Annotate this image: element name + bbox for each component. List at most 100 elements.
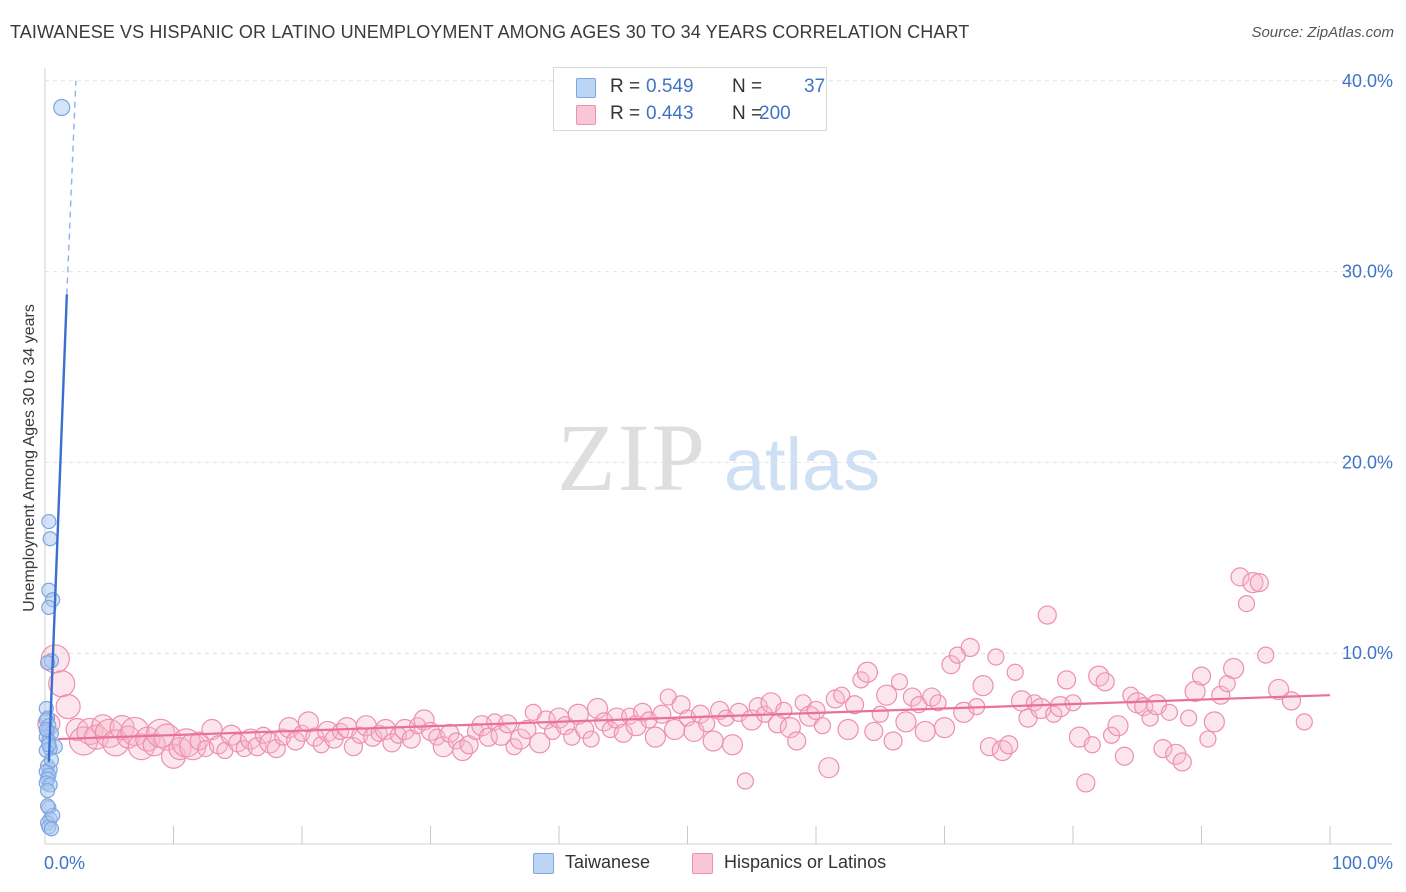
r-label: R = — [610, 103, 641, 124]
source-label: Source: ZipAtlas.com — [1251, 24, 1394, 41]
x-tick-label: 100.0% — [1332, 853, 1393, 873]
y-tick-label: 40.0% — [1342, 71, 1393, 91]
hispanic-trend-line — [57, 694, 1331, 741]
hispanic-point — [876, 684, 898, 706]
hispanic-point — [567, 703, 589, 725]
taiwanese-point — [43, 752, 60, 768]
taiwanese-point — [39, 782, 56, 799]
hispanic-point — [1267, 678, 1290, 701]
hispanic-point — [890, 673, 909, 691]
hispanic-point — [413, 709, 435, 731]
hispanic-point — [1056, 670, 1077, 690]
hispanic-point — [1199, 730, 1217, 748]
hispanic-point — [775, 701, 793, 720]
hispanic-point — [94, 718, 124, 748]
hispanic-point — [979, 737, 1000, 757]
hispanic-point — [914, 720, 936, 743]
hispanic-point — [55, 694, 81, 720]
hispanic-point — [833, 686, 851, 704]
hispanic-point — [787, 731, 807, 751]
hispanic-point — [999, 735, 1019, 755]
hispanic-point — [1242, 572, 1264, 594]
watermark-atlas: atlas — [724, 423, 880, 506]
hispanic-point — [613, 723, 633, 743]
hispanic-point — [960, 637, 980, 658]
hispanic-point — [1107, 715, 1129, 737]
hispanic-point — [871, 705, 889, 723]
series-hispanics-points — [37, 567, 1313, 793]
hispanic-point — [1295, 713, 1313, 731]
series-taiwanese-points — [38, 98, 71, 837]
n-label: N = — [732, 76, 763, 97]
hispanic-point — [1191, 666, 1212, 686]
grid-lines — [45, 80, 1392, 654]
r-value: 0.549 — [646, 76, 694, 97]
axes — [44, 68, 1392, 845]
hispanic-point — [517, 719, 537, 740]
hispanic-point — [721, 734, 744, 756]
legend-label: Taiwanese — [565, 852, 651, 872]
hispanic-point — [652, 704, 672, 724]
hispanic-point — [698, 715, 716, 733]
r-value: 0.443 — [646, 103, 694, 124]
watermark: ZIP atlas — [557, 404, 880, 511]
chart-title: TAIWANESE VS HISPANIC OR LATINO UNEMPLOY… — [10, 22, 970, 42]
hispanic-point — [883, 731, 903, 751]
hispanic-point — [813, 717, 832, 735]
tick-labels: 10.0% 20.0% 30.0% 40.0% 0.0% 100.0% — [44, 71, 1393, 873]
hispanic-point — [644, 726, 666, 748]
taiwanese-point — [43, 821, 60, 837]
hispanic-point — [1160, 703, 1178, 721]
taiwanese-point — [42, 531, 58, 547]
hispanic-point — [972, 675, 994, 697]
hispanic-point — [864, 721, 884, 742]
hispanic-point — [160, 743, 187, 769]
hispanic-point — [736, 772, 754, 790]
hispanic-point — [120, 716, 150, 747]
hispanic-point — [146, 718, 176, 748]
taiwanese-trend-line — [47, 294, 69, 763]
hispanic-point — [582, 730, 600, 748]
hispanic-point — [1037, 605, 1057, 625]
taiwanese-point — [39, 798, 56, 814]
hispanic-point — [1172, 752, 1192, 772]
hispanic-point — [1223, 657, 1245, 680]
r-label: R = — [610, 76, 641, 97]
hispanic-point — [856, 661, 879, 683]
hispanics-legend-swatch — [692, 853, 713, 874]
taiwanese-trend-extension — [66, 80, 77, 295]
hispanic-point — [987, 648, 1005, 666]
hispanic-point — [1203, 711, 1225, 733]
hispanic-point — [895, 711, 917, 733]
hispanic-point — [247, 737, 267, 757]
hispanic-point — [690, 704, 710, 724]
hispanic-point — [1076, 773, 1096, 793]
hispanics-swatch — [576, 105, 596, 125]
y-axis-label: Unemployment Among Ages 30 to 34 years — [21, 304, 38, 612]
n-value: 200 — [759, 103, 791, 124]
hispanic-point — [1153, 738, 1173, 759]
taiwanese-legend-swatch — [533, 853, 554, 874]
hispanic-point — [343, 737, 363, 757]
watermark-zip: ZIP — [557, 404, 707, 511]
hispanic-point — [1184, 680, 1206, 702]
y-tick-label: 10.0% — [1342, 643, 1393, 663]
trend-lines — [47, 80, 1331, 763]
y-tick-label: 20.0% — [1342, 452, 1393, 472]
hispanic-point — [818, 757, 840, 779]
hispanic-point — [1114, 746, 1135, 766]
hispanic-point — [837, 718, 859, 741]
hispanic-point — [1180, 709, 1198, 727]
hispanic-point — [1281, 691, 1302, 711]
taiwanese-point — [53, 98, 71, 117]
legend-label: Hispanics or Latinos — [724, 852, 887, 872]
hispanic-point — [1257, 646, 1275, 664]
x-tick-label: 0.0% — [44, 853, 85, 873]
hispanic-point — [297, 711, 320, 733]
hispanic-point — [1006, 663, 1024, 681]
hispanic-point — [933, 717, 956, 739]
hispanic-point — [1230, 567, 1250, 587]
taiwanese-swatch — [576, 78, 596, 98]
taiwanese-point — [39, 655, 56, 671]
hispanic-point — [844, 695, 865, 715]
